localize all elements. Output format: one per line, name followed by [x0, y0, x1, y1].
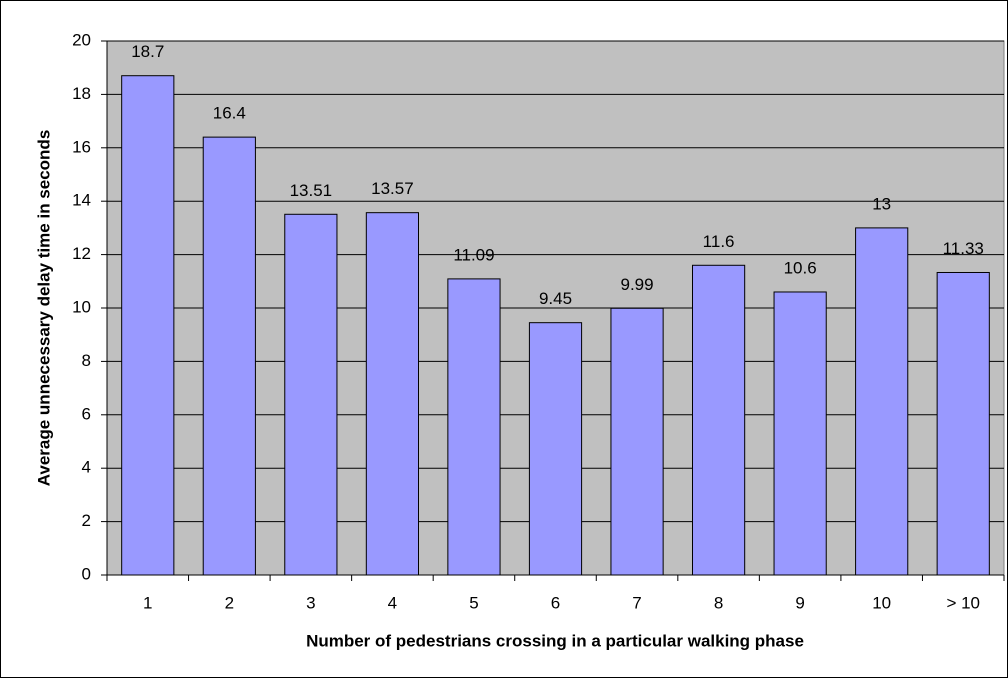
y-tick-label: 6: [82, 404, 91, 423]
value-label: 10.6: [784, 258, 817, 277]
x-tick-label: 9: [795, 593, 804, 612]
x-tick-label: 4: [388, 593, 397, 612]
value-label: 18.7: [131, 42, 164, 61]
bar: [447, 278, 501, 576]
y-tick-label: 10: [72, 297, 91, 316]
bar: [773, 291, 827, 576]
bar: [691, 264, 746, 576]
x-tick-label: 7: [632, 593, 641, 612]
value-label: 16.4: [213, 104, 246, 123]
value-label: 11.09: [453, 245, 494, 264]
x-tick-label: 3: [306, 593, 315, 612]
y-tick-label: 14: [72, 191, 91, 210]
x-axis-title: Number of pedestrians crossing in a part…: [306, 631, 804, 650]
bar: [528, 322, 583, 576]
value-label: 13: [872, 194, 891, 213]
bar: [365, 212, 420, 576]
value-label: 9.45: [539, 289, 572, 308]
y-tick-label: 18: [72, 84, 91, 103]
x-tick-label: 10: [872, 593, 891, 612]
x-tick-label: 8: [714, 593, 723, 612]
value-label: 11.33: [943, 239, 984, 258]
value-label: 13.51: [290, 181, 333, 200]
x-tick-label: 6: [551, 593, 560, 612]
y-tick-label: 12: [72, 244, 91, 263]
bar: [936, 271, 990, 576]
y-tick-label: 0: [82, 564, 91, 583]
y-tick-label: 20: [72, 30, 91, 49]
x-tick-label: 1: [143, 593, 152, 612]
value-label: 11.6: [703, 232, 735, 251]
bar: [284, 213, 338, 576]
y-tick-label: 8: [82, 351, 91, 370]
value-label: 9.99: [620, 275, 653, 294]
y-tick-label: 2: [82, 511, 91, 530]
bar: [855, 227, 909, 576]
y-axis-title: Average unnecessary delay time in second…: [34, 130, 53, 487]
y-tick-label: 16: [72, 137, 91, 156]
bar: [610, 307, 664, 576]
y-tick-label: 4: [82, 458, 91, 477]
bar: [202, 136, 256, 576]
x-tick-label: > 10: [946, 593, 980, 612]
value-label: 13.57: [371, 179, 414, 198]
bar: [121, 75, 175, 576]
x-tick-label: 2: [225, 593, 234, 612]
x-tick-label: 5: [469, 593, 478, 612]
